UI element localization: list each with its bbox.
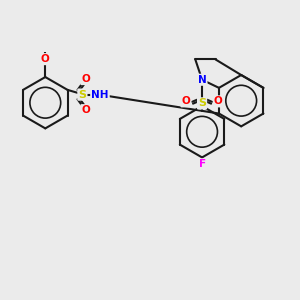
Text: O: O [214,96,223,106]
Text: N: N [198,75,206,85]
Text: O: O [81,74,90,84]
Text: NH: NH [91,90,109,100]
Text: O: O [182,96,190,106]
Text: F: F [199,159,206,169]
Text: O: O [81,105,90,115]
Text: S: S [198,98,206,108]
Text: S: S [78,90,86,100]
Text: O: O [41,54,50,64]
